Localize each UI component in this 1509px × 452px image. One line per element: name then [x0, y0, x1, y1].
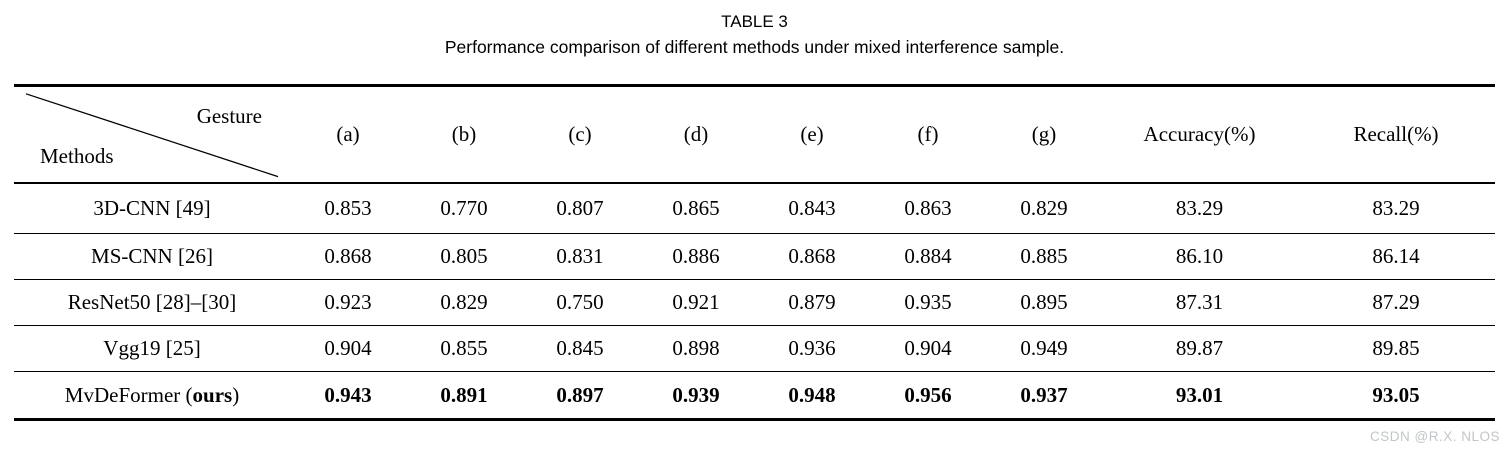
value-cell: 0.943 — [324, 382, 372, 407]
table-caption-block: TABLE 3 Performance comparison of differ… — [0, 9, 1509, 60]
value-cell: 0.898 — [672, 336, 720, 360]
value-cell: 0.750 — [556, 290, 604, 314]
column-header-f: (f) — [917, 121, 939, 146]
recall-cell: 89.85 — [1372, 336, 1420, 360]
accuracy-cell: 87.31 — [1175, 290, 1224, 314]
value-cell: 0.897 — [556, 382, 604, 407]
value-cell: 0.829 — [440, 290, 488, 314]
value-cell: 0.843 — [788, 195, 836, 220]
value-cell: 0.853 — [324, 195, 372, 220]
method-cell: 3D-CNN [49] — [93, 195, 211, 220]
recall-cell: 93.05 — [1372, 382, 1420, 407]
accuracy-cell: 93.01 — [1175, 382, 1224, 407]
method-cell: Vgg19 [25] — [103, 336, 201, 360]
value-cell: 0.865 — [672, 195, 720, 220]
column-header-d: (d) — [683, 121, 709, 146]
column-header-a: (a) — [336, 121, 360, 146]
value-cell: 0.845 — [556, 336, 604, 360]
table-row-3d-cnn: 3D-CNN [49] 0.853 0.770 0.807 0.865 0.84… — [14, 183, 1495, 234]
value-cell: 0.904 — [324, 336, 372, 360]
value-cell: 0.868 — [324, 244, 372, 268]
value-cell: 0.904 — [904, 336, 952, 360]
recall-cell: 83.29 — [1372, 195, 1420, 220]
accuracy-cell: 86.10 — [1175, 244, 1224, 268]
column-header-recall: Recall(%) — [1353, 121, 1439, 146]
results-table: Gesture Methods (a) (b) (c) (d) (e) (f) … — [14, 84, 1495, 421]
method-name-ours: ours — [192, 382, 233, 407]
value-cell: 0.863 — [904, 195, 952, 220]
column-header-accuracy: Accuracy(%) — [1143, 121, 1256, 146]
value-cell: 0.770 — [440, 195, 488, 220]
column-header-e: (e) — [800, 121, 824, 146]
value-cell: 0.895 — [1020, 290, 1068, 314]
value-cell: 0.831 — [556, 244, 604, 268]
table-caption: Performance comparison of different meth… — [444, 37, 1065, 57]
recall-cell: 86.14 — [1372, 244, 1420, 268]
value-cell: 0.923 — [324, 290, 372, 314]
diagonal-header-cell: Gesture Methods — [14, 86, 290, 183]
accuracy-cell: 83.29 — [1175, 195, 1224, 220]
header-row: Gesture Methods (a) (b) (c) (d) (e) (f) … — [14, 86, 1495, 183]
table-row-ms-cnn: MS-CNN [26] 0.868 0.805 0.831 0.886 0.86… — [14, 234, 1495, 280]
column-header-c: (c) — [568, 121, 592, 146]
method-cell: MvDeFormer (ours) — [14, 372, 290, 420]
method-name-suffix: ) — [232, 382, 240, 407]
value-cell: 0.829 — [1020, 195, 1068, 220]
methods-header-label: Methods — [40, 143, 114, 168]
value-cell: 0.939 — [672, 382, 720, 407]
method-cell: ResNet50 [28]–[30] — [67, 290, 237, 314]
value-cell: 0.936 — [788, 336, 836, 360]
value-cell: 0.884 — [904, 244, 952, 268]
value-cell: 0.937 — [1020, 382, 1068, 407]
table-row-vgg19: Vgg19 [25] 0.904 0.855 0.845 0.898 0.936… — [14, 326, 1495, 372]
value-cell: 0.886 — [672, 244, 720, 268]
diagonal-line — [25, 93, 279, 178]
method-cell: MS-CNN [26] — [91, 244, 213, 268]
watermark: CSDN @R.X. NLOS — [1370, 429, 1500, 444]
table-row-resnet50: ResNet50 [28]–[30] 0.923 0.829 0.750 0.9… — [14, 280, 1495, 326]
value-cell: 0.948 — [788, 382, 836, 407]
value-cell: 0.949 — [1020, 336, 1068, 360]
value-cell: 0.885 — [1020, 244, 1068, 268]
column-header-b: (b) — [451, 121, 477, 146]
value-cell: 0.891 — [440, 382, 488, 407]
value-cell: 0.868 — [788, 244, 836, 268]
method-name-prefix: MvDeFormer ( — [64, 382, 193, 407]
value-cell: 0.805 — [440, 244, 488, 268]
accuracy-cell: 89.87 — [1175, 336, 1224, 360]
value-cell: 0.855 — [440, 336, 488, 360]
value-cell: 0.807 — [556, 195, 604, 220]
recall-cell: 87.29 — [1372, 290, 1420, 314]
value-cell: 0.921 — [672, 290, 720, 314]
table-number: TABLE 3 — [721, 12, 788, 31]
gesture-header-label: Gesture — [196, 104, 262, 128]
column-header-g: (g) — [1031, 121, 1057, 146]
value-cell: 0.879 — [788, 290, 836, 314]
table-row-mvdeformer: MvDeFormer (ours) 0.943 0.891 0.897 0.93… — [14, 372, 1495, 420]
value-cell: 0.956 — [904, 382, 952, 407]
value-cell: 0.935 — [904, 290, 952, 314]
